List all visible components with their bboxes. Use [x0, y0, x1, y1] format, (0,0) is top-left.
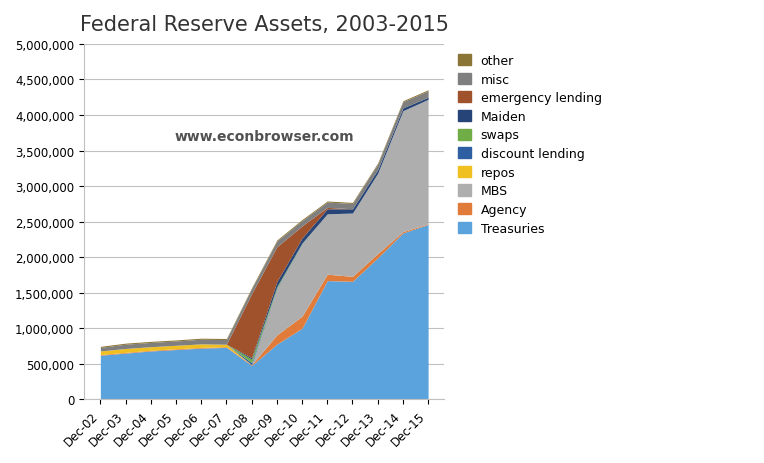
Title: Federal Reserve Assets, 2003-2015: Federal Reserve Assets, 2003-2015 [79, 15, 448, 35]
Legend: other, misc, emergency lending, Maiden, swaps, discount lending, repos, MBS, Age: other, misc, emergency lending, Maiden, … [455, 51, 605, 239]
Text: www.econbrowser.com: www.econbrowser.com [174, 130, 354, 144]
